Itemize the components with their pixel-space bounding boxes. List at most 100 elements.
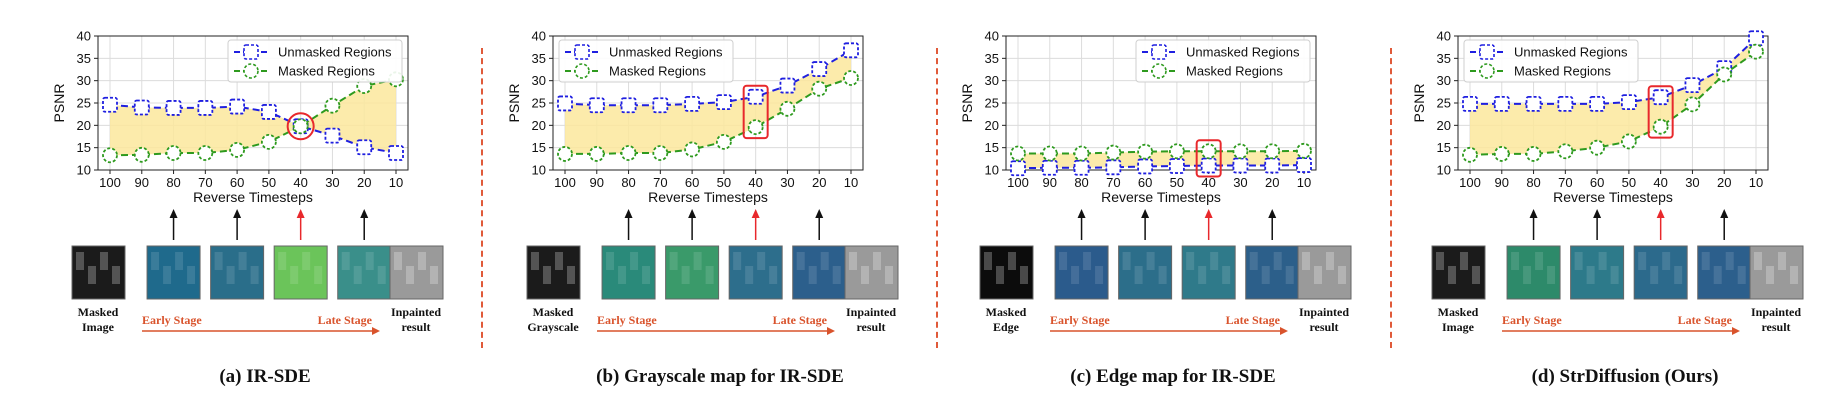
- arrow-head: [1593, 209, 1602, 218]
- x-tick-label: 40: [748, 175, 762, 190]
- y-axis-title: PSNR: [51, 84, 67, 123]
- thumbnail-texture: [832, 266, 841, 284]
- thumbnail-texture: [1273, 252, 1282, 270]
- thumbnail-texture: [1460, 252, 1468, 270]
- thumbnail-texture: [1122, 252, 1131, 270]
- y-tick-label: 40: [77, 29, 91, 44]
- thumbnail-texture: [341, 252, 350, 270]
- y-tick-label: 25: [77, 96, 91, 111]
- x-tick-label: 40: [293, 175, 307, 190]
- thumbnail-texture: [984, 252, 992, 270]
- x-tick-label: 80: [1526, 175, 1540, 190]
- y-tick-label: 20: [1437, 118, 1451, 133]
- thumbnail-texture: [1610, 266, 1619, 284]
- panel-divider-3: [1390, 48, 1392, 348]
- series-line-masked: [109, 78, 397, 157]
- thumbnail-frame: [1633, 245, 1688, 300]
- highlight-box: [742, 84, 769, 140]
- data-point-unmasked: [197, 100, 214, 116]
- inpainted-result-thumbnail: [1297, 245, 1352, 300]
- panel-divider-1: [481, 48, 483, 348]
- late-stage-label: Late Stage: [318, 313, 373, 327]
- late-stage-label: Late Stage: [1226, 313, 1281, 327]
- thumbnail-texture: [1662, 252, 1671, 270]
- thumbnail-texture: [1448, 266, 1456, 284]
- thumbnail-texture: [669, 252, 678, 270]
- thumbnail-frame: [337, 245, 392, 300]
- thumbnail-texture: [365, 252, 374, 270]
- data-point-unmasked: [1137, 158, 1154, 175]
- data-point-masked: [588, 146, 605, 162]
- thumbnail-texture: [1766, 266, 1774, 284]
- y-tick-label: 20: [985, 118, 999, 133]
- data-point-masked: [684, 141, 701, 158]
- data-point-unmasked: [356, 139, 373, 156]
- thumbnail-texture: [1523, 266, 1532, 284]
- y-tick-label: 40: [985, 29, 999, 44]
- bottom-right-label: Inpainted: [1299, 305, 1349, 319]
- thumbnail-texture: [187, 266, 196, 284]
- arrow-head: [1204, 209, 1213, 218]
- thumbnail-texture: [278, 252, 287, 270]
- stage-arrow-head: [827, 327, 835, 335]
- masked-input-thumbnail: [71, 245, 126, 300]
- panel-divider-2: [936, 48, 938, 348]
- thumbnail-frame: [146, 245, 201, 300]
- data-point-masked: [292, 118, 309, 135]
- series-line-masked: [565, 77, 852, 155]
- thumbnail-texture: [1285, 266, 1294, 284]
- thumbnail-frame: [1297, 245, 1352, 300]
- x-tick-label: 60: [230, 175, 244, 190]
- thumbnail-texture: [1134, 266, 1143, 284]
- y-axis-title: PSNR: [506, 84, 522, 123]
- data-point-masked: [197, 145, 214, 161]
- psnr-chart: 10 15 20 25 30 35 40 100 90 80 70 60 50 40 30 20 10 Rever…: [51, 29, 444, 335]
- data-point-masked: [1589, 139, 1606, 156]
- data-point-masked: [1105, 144, 1122, 161]
- series-line-unmasked: [564, 49, 852, 107]
- data-point-unmasked: [652, 97, 669, 114]
- x-axis-title: Reverse Timesteps: [1101, 189, 1221, 205]
- panel-ir-sde: 10 15 20 25 30 35 40 100 90 80 70 60 50 40 30 20 10 Rever…: [50, 0, 480, 414]
- x-tick-label: 20: [812, 175, 826, 190]
- stage-arrow-head: [1280, 327, 1288, 335]
- thumbnail-texture: [1326, 252, 1334, 270]
- data-point-unmasked: [1589, 95, 1606, 112]
- thumbnail-frame: [71, 245, 126, 300]
- thumbnail-texture: [820, 252, 829, 270]
- thumbnail-texture: [250, 266, 259, 284]
- data-point-unmasked: [1264, 157, 1281, 174]
- data-point-unmasked: [1748, 30, 1764, 47]
- psnr-chart: 10 15 20 25 30 35 40 100 90 80 70 60 50 40 30 20 10 Rever…: [506, 29, 899, 335]
- thumbnail-frame: [601, 245, 656, 300]
- thumbnail-frame: [273, 245, 328, 300]
- inpainted-result-thumbnail: [844, 245, 899, 300]
- thumbnail-texture: [1210, 252, 1219, 270]
- arrow-head: [169, 209, 178, 218]
- data-point-unmasked: [811, 61, 828, 77]
- thumbnail-texture: [302, 252, 311, 270]
- data-point-masked: [1620, 133, 1637, 150]
- thumbnail-texture: [567, 266, 575, 284]
- y-tick-label: 35: [532, 51, 546, 66]
- y-tick-label: 30: [985, 73, 999, 88]
- data-point-masked: [811, 80, 828, 97]
- data-point-masked: [1041, 145, 1058, 162]
- data-point-unmasked: [1652, 89, 1669, 106]
- thumbnail-texture: [681, 266, 690, 284]
- thumbnail-texture: [1535, 252, 1544, 270]
- x-axis-title: Reverse Timesteps: [1553, 189, 1673, 205]
- x-tick-label: 70: [198, 175, 212, 190]
- thumbnail-texture: [796, 252, 805, 270]
- y-tick-label: 35: [985, 51, 999, 66]
- data-point-masked: [1525, 146, 1542, 162]
- x-tick-label: 100: [1007, 175, 1029, 190]
- thumbnail-texture: [873, 252, 881, 270]
- thumbnail-texture: [1638, 252, 1647, 270]
- data-point-masked: [1748, 43, 1764, 60]
- intermediate-thumbnail: [1054, 245, 1109, 300]
- thumbnail-frame: [1506, 245, 1561, 300]
- legend-label: Masked Regions: [1186, 64, 1283, 79]
- data-point-masked: [133, 146, 150, 163]
- thumbnail-texture: [151, 252, 160, 270]
